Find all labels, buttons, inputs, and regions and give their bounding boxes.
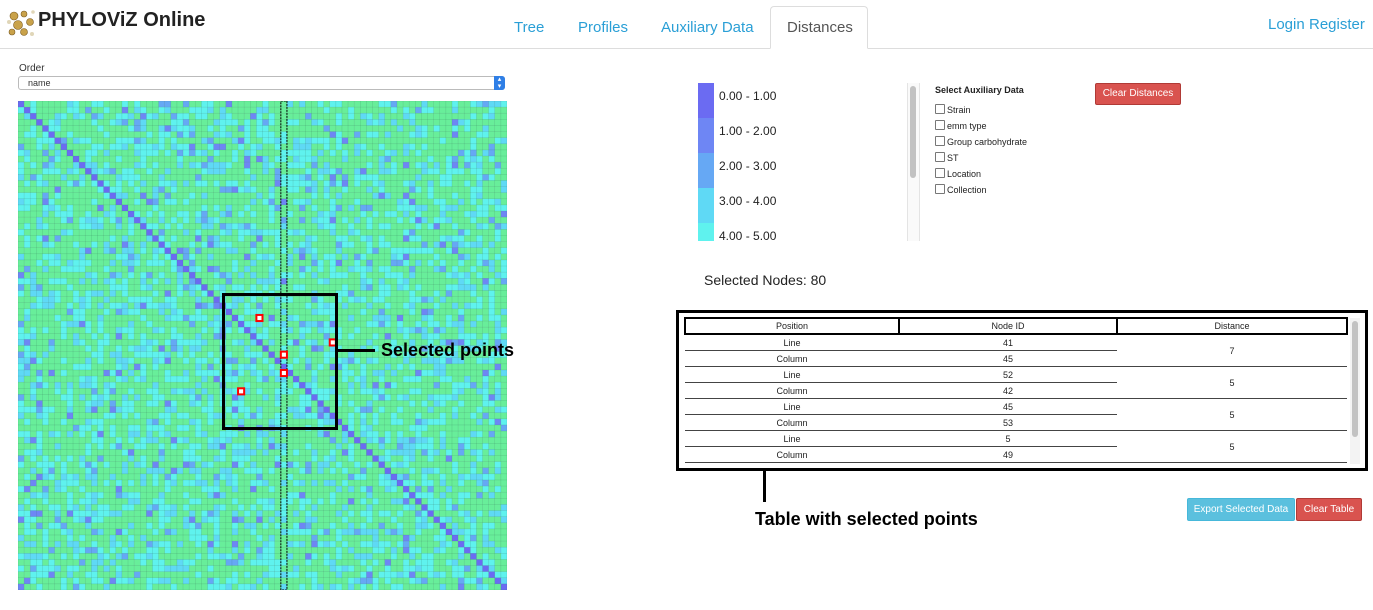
aux-option-group-carbohydrate[interactable]: Group carbohydrate (935, 136, 1027, 148)
legend-label: 0.00 - 1.00 (719, 89, 777, 103)
node-id-cell: 5 (899, 430, 1117, 447)
table-row[interactable]: Line 45 5 (685, 398, 1347, 431)
position-cell: Column (685, 350, 899, 367)
order-label: Order (19, 63, 45, 74)
node-id-cell: 42 (899, 382, 1117, 399)
node-id-cell: 45 (899, 350, 1117, 367)
legend-label: 2.00 - 3.00 (719, 159, 777, 173)
legend-label: 1.00 - 2.00 (719, 124, 777, 138)
aux-option-emm-type[interactable]: emm type (935, 120, 987, 132)
column-header-node-id[interactable]: Node ID (898, 317, 1118, 335)
login-link[interactable]: Login (1268, 16, 1305, 33)
position-cell: Line (685, 398, 899, 415)
table-callout-box (676, 310, 1368, 471)
distance-legend[interactable]: 0.00 - 1.00 1.00 - 2.00 2.00 - 3.00 3.00… (698, 83, 898, 241)
checkbox[interactable] (935, 104, 945, 114)
legend-label: 4.00 - 5.00 (719, 229, 777, 241)
position-cell: Column (685, 414, 899, 431)
distance-cell: 5 (1117, 366, 1347, 399)
table-row[interactable]: Column 42 (685, 382, 1347, 399)
selected-cell (237, 387, 246, 396)
selected-cell (279, 368, 288, 378)
distance-matrix-heatmap[interactable] (18, 101, 507, 590)
position-cell: Column (685, 382, 899, 399)
heatmap-grid (18, 101, 507, 590)
table-row[interactable]: Line 5 5 (685, 430, 1347, 463)
checkbox[interactable] (935, 168, 945, 178)
table-row[interactable]: Column 45 (685, 350, 1347, 367)
table-row[interactable]: Line 52 5 (685, 366, 1347, 399)
legend-swatch (698, 188, 714, 223)
legend-swatch (698, 153, 714, 188)
nav-divider (0, 48, 1373, 49)
tab-profiles[interactable]: Profiles (578, 19, 629, 36)
tab-auxiliary-data[interactable]: Auxiliary Data (661, 19, 754, 36)
selected-points-annotation: Selected points (381, 340, 515, 360)
export-selected-data-button[interactable]: Export Selected Data (1187, 498, 1295, 521)
column-header-position[interactable]: Position (684, 317, 900, 335)
node-id-cell: 53 (899, 414, 1117, 431)
legend-scrollbar[interactable] (907, 83, 920, 241)
table-row[interactable]: Column 49 (685, 446, 1347, 463)
table-callout-line (763, 471, 766, 502)
position-cell: Line (685, 366, 899, 383)
tab-tree[interactable]: Tree (514, 19, 545, 36)
position-cell: Line (685, 430, 899, 447)
checkbox[interactable] (935, 136, 945, 146)
clear-distances-button[interactable]: Clear Distances (1095, 83, 1181, 105)
register-link[interactable]: Register (1309, 16, 1365, 33)
selected-cell (279, 350, 288, 359)
order-select[interactable]: name ▴ ▾ (18, 76, 505, 90)
aux-option-collection[interactable]: Collection (935, 184, 987, 196)
aux-data-title: Select Auxiliary Data (935, 85, 1024, 95)
distance-cell: 7 (1117, 334, 1347, 367)
legend-swatch (698, 223, 714, 241)
node-id-cell: 49 (899, 446, 1117, 463)
phyloviz-logo-icon (7, 10, 35, 36)
selected-column-highlight (280, 101, 288, 590)
legend-scrollbar-thumb[interactable] (910, 86, 916, 178)
checkbox[interactable] (935, 184, 945, 194)
selected-points-callout-box (222, 293, 338, 430)
clear-table-button[interactable]: Clear Table (1296, 498, 1362, 521)
legend-item: 0.00 - 1.00 (698, 83, 898, 118)
node-id-cell: 45 (899, 398, 1117, 415)
table-row[interactable]: Column 53 (685, 414, 1347, 431)
legend-item: 2.00 - 3.00 (698, 153, 898, 188)
aux-option-location[interactable]: Location (935, 168, 981, 180)
legend-item: 3.00 - 4.00 (698, 188, 898, 223)
node-id-cell: 41 (899, 334, 1117, 351)
order-select-value: name (28, 78, 51, 88)
app-title[interactable]: PHYLOViZ Online (38, 9, 206, 31)
selected-points-table: Position Node ID Distance Line 41 7 Colu… (684, 317, 1348, 463)
select-arrows-icon: ▴ ▾ (494, 76, 505, 90)
legend-item: 4.00 - 5.00 (698, 223, 898, 241)
aux-option-strain[interactable]: Strain (935, 104, 971, 116)
table-row[interactable]: Line 41 7 (685, 334, 1347, 367)
tab-distances[interactable]: Distances (770, 6, 868, 49)
table-scrollbar[interactable] (1350, 318, 1360, 464)
legend-item: 1.00 - 2.00 (698, 118, 898, 153)
node-id-cell: 52 (899, 366, 1117, 383)
legend-swatch (698, 118, 714, 153)
checkbox[interactable] (935, 120, 945, 130)
selected-cell (255, 313, 264, 323)
legend-swatch (698, 83, 714, 118)
position-cell: Line (685, 334, 899, 351)
checkbox[interactable] (935, 152, 945, 162)
table-scrollbar-thumb[interactable] (1352, 321, 1358, 437)
column-header-distance[interactable]: Distance (1116, 317, 1348, 335)
legend-label: 3.00 - 4.00 (719, 194, 777, 208)
selected-points-callout-line (337, 349, 375, 352)
distance-cell: 5 (1117, 398, 1347, 431)
table-annotation: Table with selected points (755, 509, 978, 529)
position-cell: Column (685, 446, 899, 463)
distance-cell: 5 (1117, 430, 1347, 463)
aux-option-st[interactable]: ST (935, 152, 959, 164)
selected-nodes-count: Selected Nodes: 80 (704, 272, 827, 288)
